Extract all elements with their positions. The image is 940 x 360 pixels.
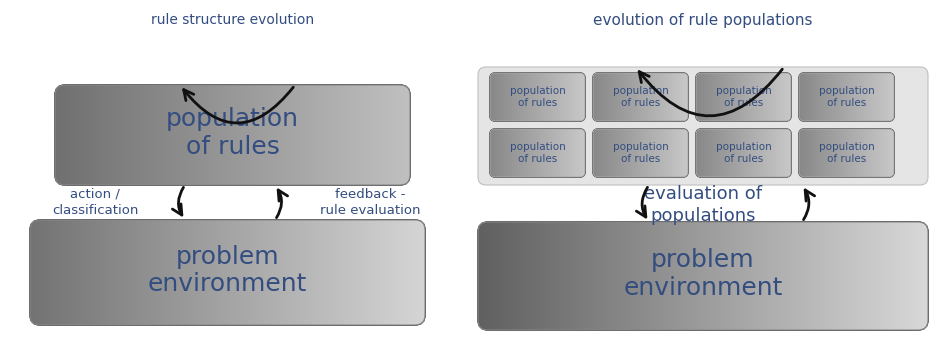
Text: rule structure evolution: rule structure evolution xyxy=(151,13,314,27)
FancyBboxPatch shape xyxy=(696,73,791,121)
FancyBboxPatch shape xyxy=(490,73,585,121)
Text: evaluation of
populations: evaluation of populations xyxy=(644,185,762,225)
FancyBboxPatch shape xyxy=(478,67,928,185)
FancyBboxPatch shape xyxy=(30,220,425,325)
Text: problem
environment: problem environment xyxy=(148,244,307,296)
Text: population
of rules: population of rules xyxy=(819,142,874,164)
Text: population
of rules: population of rules xyxy=(819,86,874,108)
Text: population
of rules: population of rules xyxy=(166,107,299,159)
FancyBboxPatch shape xyxy=(696,129,791,177)
FancyBboxPatch shape xyxy=(593,129,688,177)
Text: population
of rules: population of rules xyxy=(715,86,772,108)
Text: problem
environment: problem environment xyxy=(623,248,783,300)
Text: feedback -
rule evaluation: feedback - rule evaluation xyxy=(320,188,420,216)
Text: population
of rules: population of rules xyxy=(613,142,668,164)
FancyBboxPatch shape xyxy=(799,73,894,121)
FancyBboxPatch shape xyxy=(55,85,410,185)
Text: population
of rules: population of rules xyxy=(509,142,565,164)
Text: population
of rules: population of rules xyxy=(613,86,668,108)
FancyBboxPatch shape xyxy=(478,222,928,330)
Text: action /
classification: action / classification xyxy=(52,188,138,216)
Text: population
of rules: population of rules xyxy=(509,86,565,108)
FancyBboxPatch shape xyxy=(593,73,688,121)
Text: evolution of rule populations: evolution of rule populations xyxy=(593,13,813,27)
Text: population
of rules: population of rules xyxy=(715,142,772,164)
FancyBboxPatch shape xyxy=(799,129,894,177)
FancyBboxPatch shape xyxy=(490,129,585,177)
